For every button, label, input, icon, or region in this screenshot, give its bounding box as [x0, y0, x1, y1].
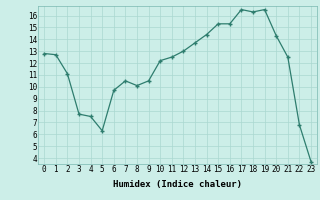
- X-axis label: Humidex (Indice chaleur): Humidex (Indice chaleur): [113, 180, 242, 189]
